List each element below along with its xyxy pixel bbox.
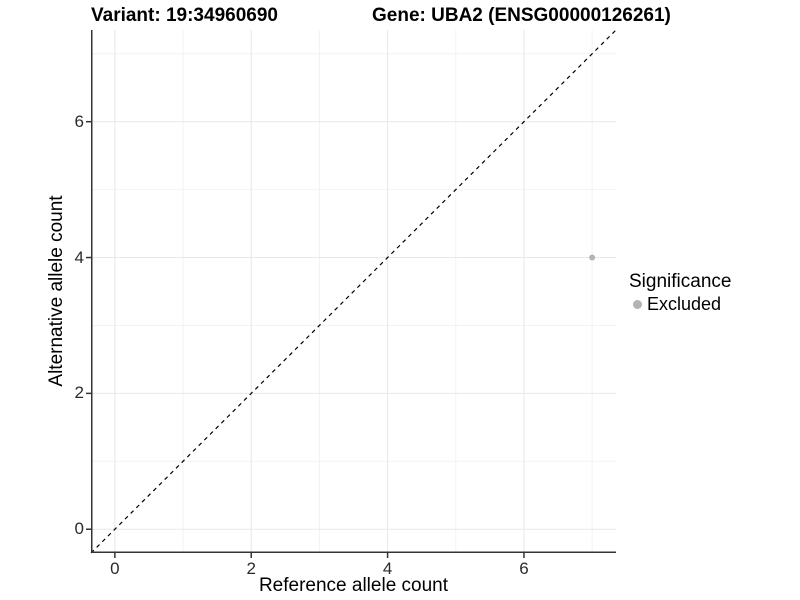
legend-entry-excluded: Excluded	[629, 294, 731, 315]
legend-title: Significance	[629, 271, 732, 292]
y-tick-label: 0	[74, 519, 84, 539]
identity-line	[90, 29, 617, 554]
legend: Significance Excluded	[629, 271, 731, 315]
x-tick-label: 4	[382, 559, 393, 578]
y-tick-label: 6	[74, 111, 84, 131]
y-axis-title: Alternative allele count	[46, 195, 67, 387]
x-tick-label: 2	[246, 559, 256, 578]
plot-title-variant: Variant: 19:34960690	[91, 5, 278, 26]
data-point-excluded	[589, 254, 596, 261]
legend-key-dot-icon	[633, 300, 642, 309]
plot-panel	[86, 29, 617, 558]
x-tick-label: 6	[519, 559, 529, 578]
legend-entries: Excluded	[629, 294, 731, 315]
plot-title-gene: Gene: UBA2 (ENSG00000126261)	[372, 5, 671, 26]
x-tick-label: 0	[110, 559, 120, 578]
legend-entry-label: Excluded	[647, 294, 722, 314]
y-tick-label: 2	[74, 383, 84, 403]
y-tick-label: 4	[74, 247, 84, 267]
x-axis-title: Reference allele count	[258, 575, 449, 596]
